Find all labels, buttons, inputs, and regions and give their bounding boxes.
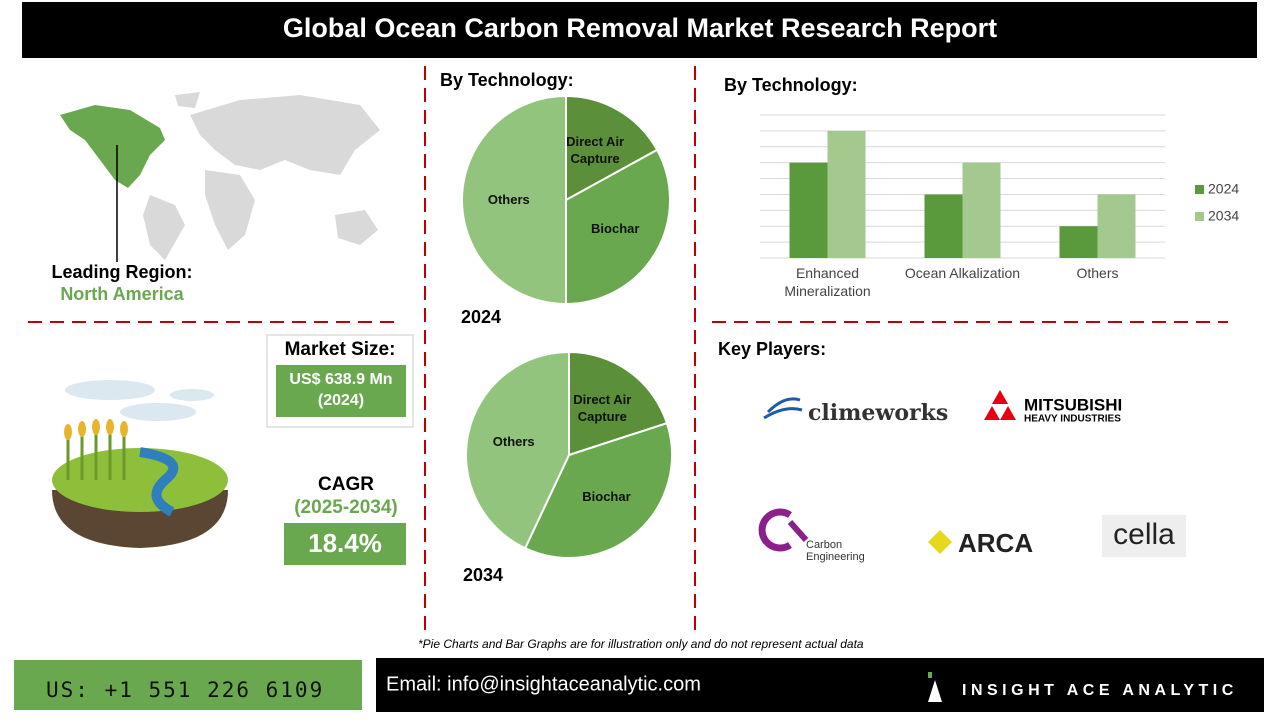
bar: [789, 162, 828, 258]
brand-icon: [928, 680, 942, 702]
slice-label: Biochar: [591, 220, 640, 236]
region-label: Leading Region:: [52, 262, 193, 282]
email-bar: [376, 658, 1264, 712]
x-tick-label: Ocean Alkalization: [904, 265, 1021, 281]
pie-year: 2034: [463, 565, 503, 585]
logo-arca: ARCA: [928, 528, 1033, 558]
logo-carbon-engineering: Carbon Engineering: [758, 508, 865, 563]
market-value: US$ 638.9 Mn (2024): [289, 371, 393, 409]
north-america: [60, 105, 165, 188]
market-value-bg: [276, 365, 406, 417]
slice-label-box: Biochar: [582, 489, 631, 505]
logo-text: Carbon Engineering: [806, 538, 865, 563]
logo-text: climeworks: [808, 400, 948, 426]
page-title: Global Ocean Carbon Removal Market Resea…: [283, 13, 997, 43]
bar: [1059, 226, 1098, 258]
logo-text: cella: [1113, 518, 1175, 551]
pie-year: 2024: [461, 307, 501, 327]
logo-mitsubishi: MITSUBISHI HEAVY INDUSTRIES: [984, 390, 1122, 425]
market-label: Market Size:: [285, 339, 396, 360]
pie-title: By Technology:: [440, 70, 574, 90]
legend-label: 2034: [1208, 208, 1239, 224]
illustration: [52, 380, 228, 548]
pie-slice: [461, 94, 567, 306]
slice-label-box: Direct Air Capture: [573, 392, 632, 425]
email: Email: info@insightaceanalytic.com: [386, 673, 701, 695]
cagr-label: CAGR: [318, 474, 374, 495]
world-map: [143, 92, 380, 260]
x-tick-label: Enhanced Mineralization: [784, 265, 871, 300]
separators: [28, 66, 1228, 630]
slice-label-box: Direct Air Capture: [566, 133, 625, 166]
slice-label: Others: [492, 434, 535, 450]
phone-bar: [14, 660, 362, 710]
bar: [1097, 194, 1136, 258]
slice-label: Direct Air Capture: [566, 133, 625, 166]
pie-slice: [465, 350, 570, 550]
cagr-value: 18.4%: [308, 528, 382, 558]
bar-title: By Technology:: [724, 75, 858, 95]
header-bar: [22, 2, 1257, 58]
cagr-value-bg: [284, 523, 406, 565]
logo-text: HEAVY INDUSTRIES: [1024, 414, 1121, 425]
slice-label: Others: [487, 191, 530, 207]
legend-label: 2024: [1208, 181, 1239, 197]
slice-label-box: Others: [487, 191, 530, 207]
players-title: Key Players:: [718, 339, 826, 359]
x-tick-label-box: Ocean Alkalization: [904, 265, 1021, 281]
logo-climeworks: climeworks: [763, 397, 948, 426]
bar: [962, 162, 1001, 258]
brand-icon-dot: [928, 672, 932, 678]
legend-swatch: [1195, 185, 1204, 194]
market-value-box: US$ 638.9 Mn (2024): [289, 371, 393, 409]
region-value: North America: [60, 284, 184, 304]
slice-label-box: Others: [492, 434, 535, 450]
logo-cella: cella: [1102, 515, 1186, 557]
logo-text: MITSUBISHI: [1024, 395, 1122, 414]
bar: [924, 194, 963, 258]
footnote: *Pie Charts and Bar Graphs are for illus…: [418, 637, 864, 651]
pie-slice: [565, 94, 659, 202]
phone: US: +1 551 226 6109: [46, 678, 324, 702]
pie-slice: [565, 148, 671, 306]
slice-label: Direct Air Capture: [573, 392, 632, 425]
legend-swatch: [1195, 212, 1204, 221]
cagr-period: (2025-2034): [294, 497, 398, 518]
x-tick-label-box: Enhanced Mineralization: [784, 265, 871, 300]
x-tick-label: Others: [1076, 265, 1119, 281]
x-tick-label-box: Others: [1076, 265, 1119, 281]
bar: [827, 130, 866, 258]
brand: INSIGHT ACE ANALYTIC: [962, 682, 1238, 699]
slice-label: Biochar: [582, 489, 631, 505]
logo-text: ARCA: [958, 528, 1033, 558]
pie-slice: [523, 421, 673, 559]
slice-label-box: Biochar: [591, 220, 640, 236]
pie-slice: [568, 350, 669, 457]
